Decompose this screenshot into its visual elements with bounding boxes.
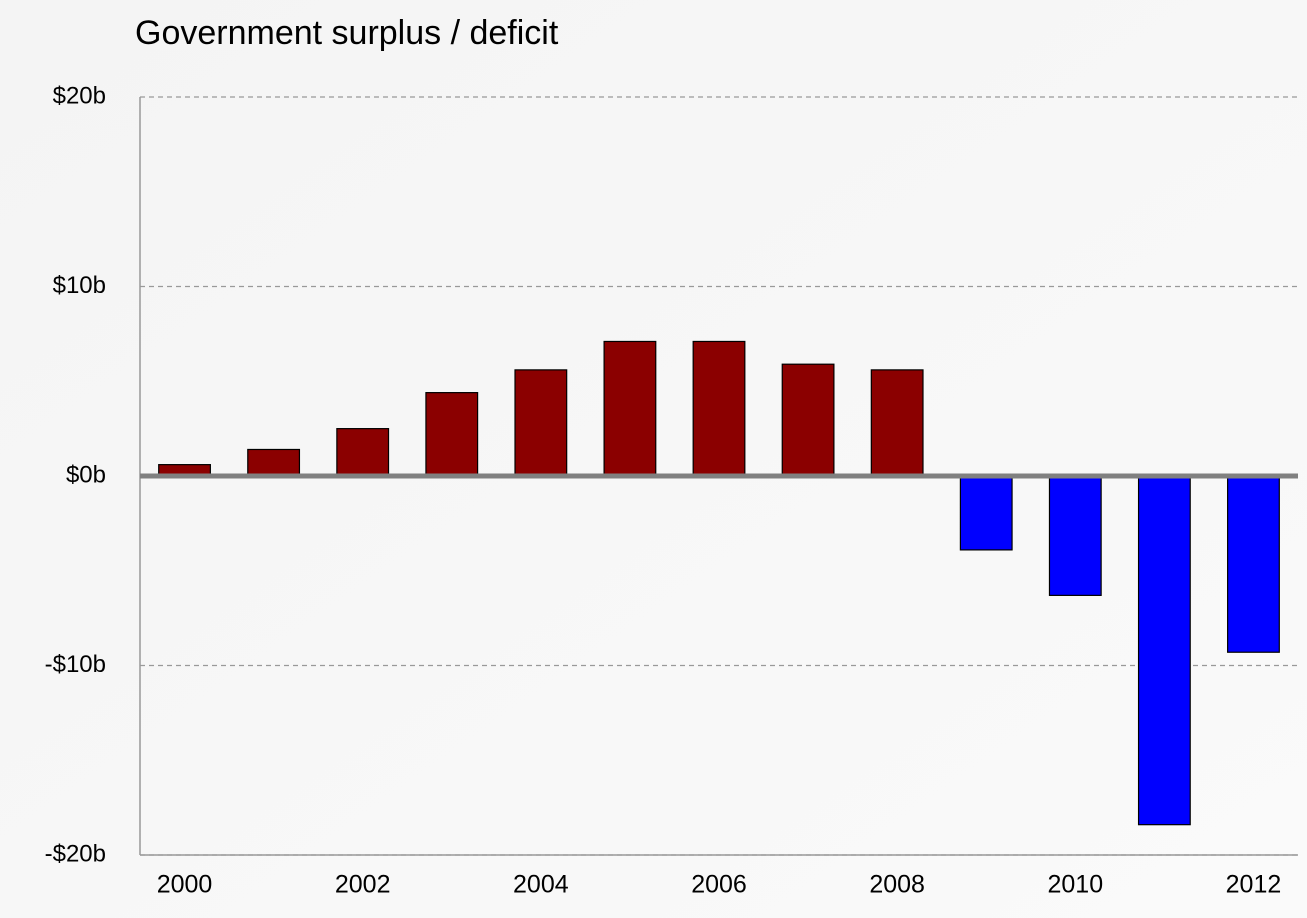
bar bbox=[1048, 475, 1102, 596]
bar bbox=[336, 428, 390, 477]
x-tick-label: 2002 bbox=[335, 871, 391, 899]
bar bbox=[1227, 475, 1280, 653]
bar bbox=[692, 340, 746, 477]
y-tick-label: $10b bbox=[53, 272, 106, 299]
bar bbox=[603, 340, 657, 477]
x-tick-label: 2000 bbox=[157, 871, 213, 899]
bar bbox=[870, 369, 924, 477]
bar bbox=[514, 369, 568, 477]
y-tick-label: -$10b bbox=[45, 651, 106, 678]
x-tick-label: 2012 bbox=[1226, 871, 1282, 899]
x-tick-label: 2006 bbox=[691, 871, 747, 899]
bar bbox=[1137, 475, 1191, 826]
y-tick-label: -$20b bbox=[45, 840, 106, 867]
bar bbox=[959, 475, 1013, 551]
x-tick-label: 2010 bbox=[1047, 871, 1103, 899]
y-tick-label: $20b bbox=[53, 82, 106, 109]
bar bbox=[781, 363, 835, 477]
y-tick-label: $0b bbox=[66, 461, 106, 488]
bar bbox=[425, 392, 479, 477]
x-tick-label: 2008 bbox=[869, 871, 925, 899]
x-tick-label: 2004 bbox=[513, 871, 569, 899]
chart-title: Government surplus / deficit bbox=[135, 14, 559, 52]
bar bbox=[247, 448, 301, 477]
